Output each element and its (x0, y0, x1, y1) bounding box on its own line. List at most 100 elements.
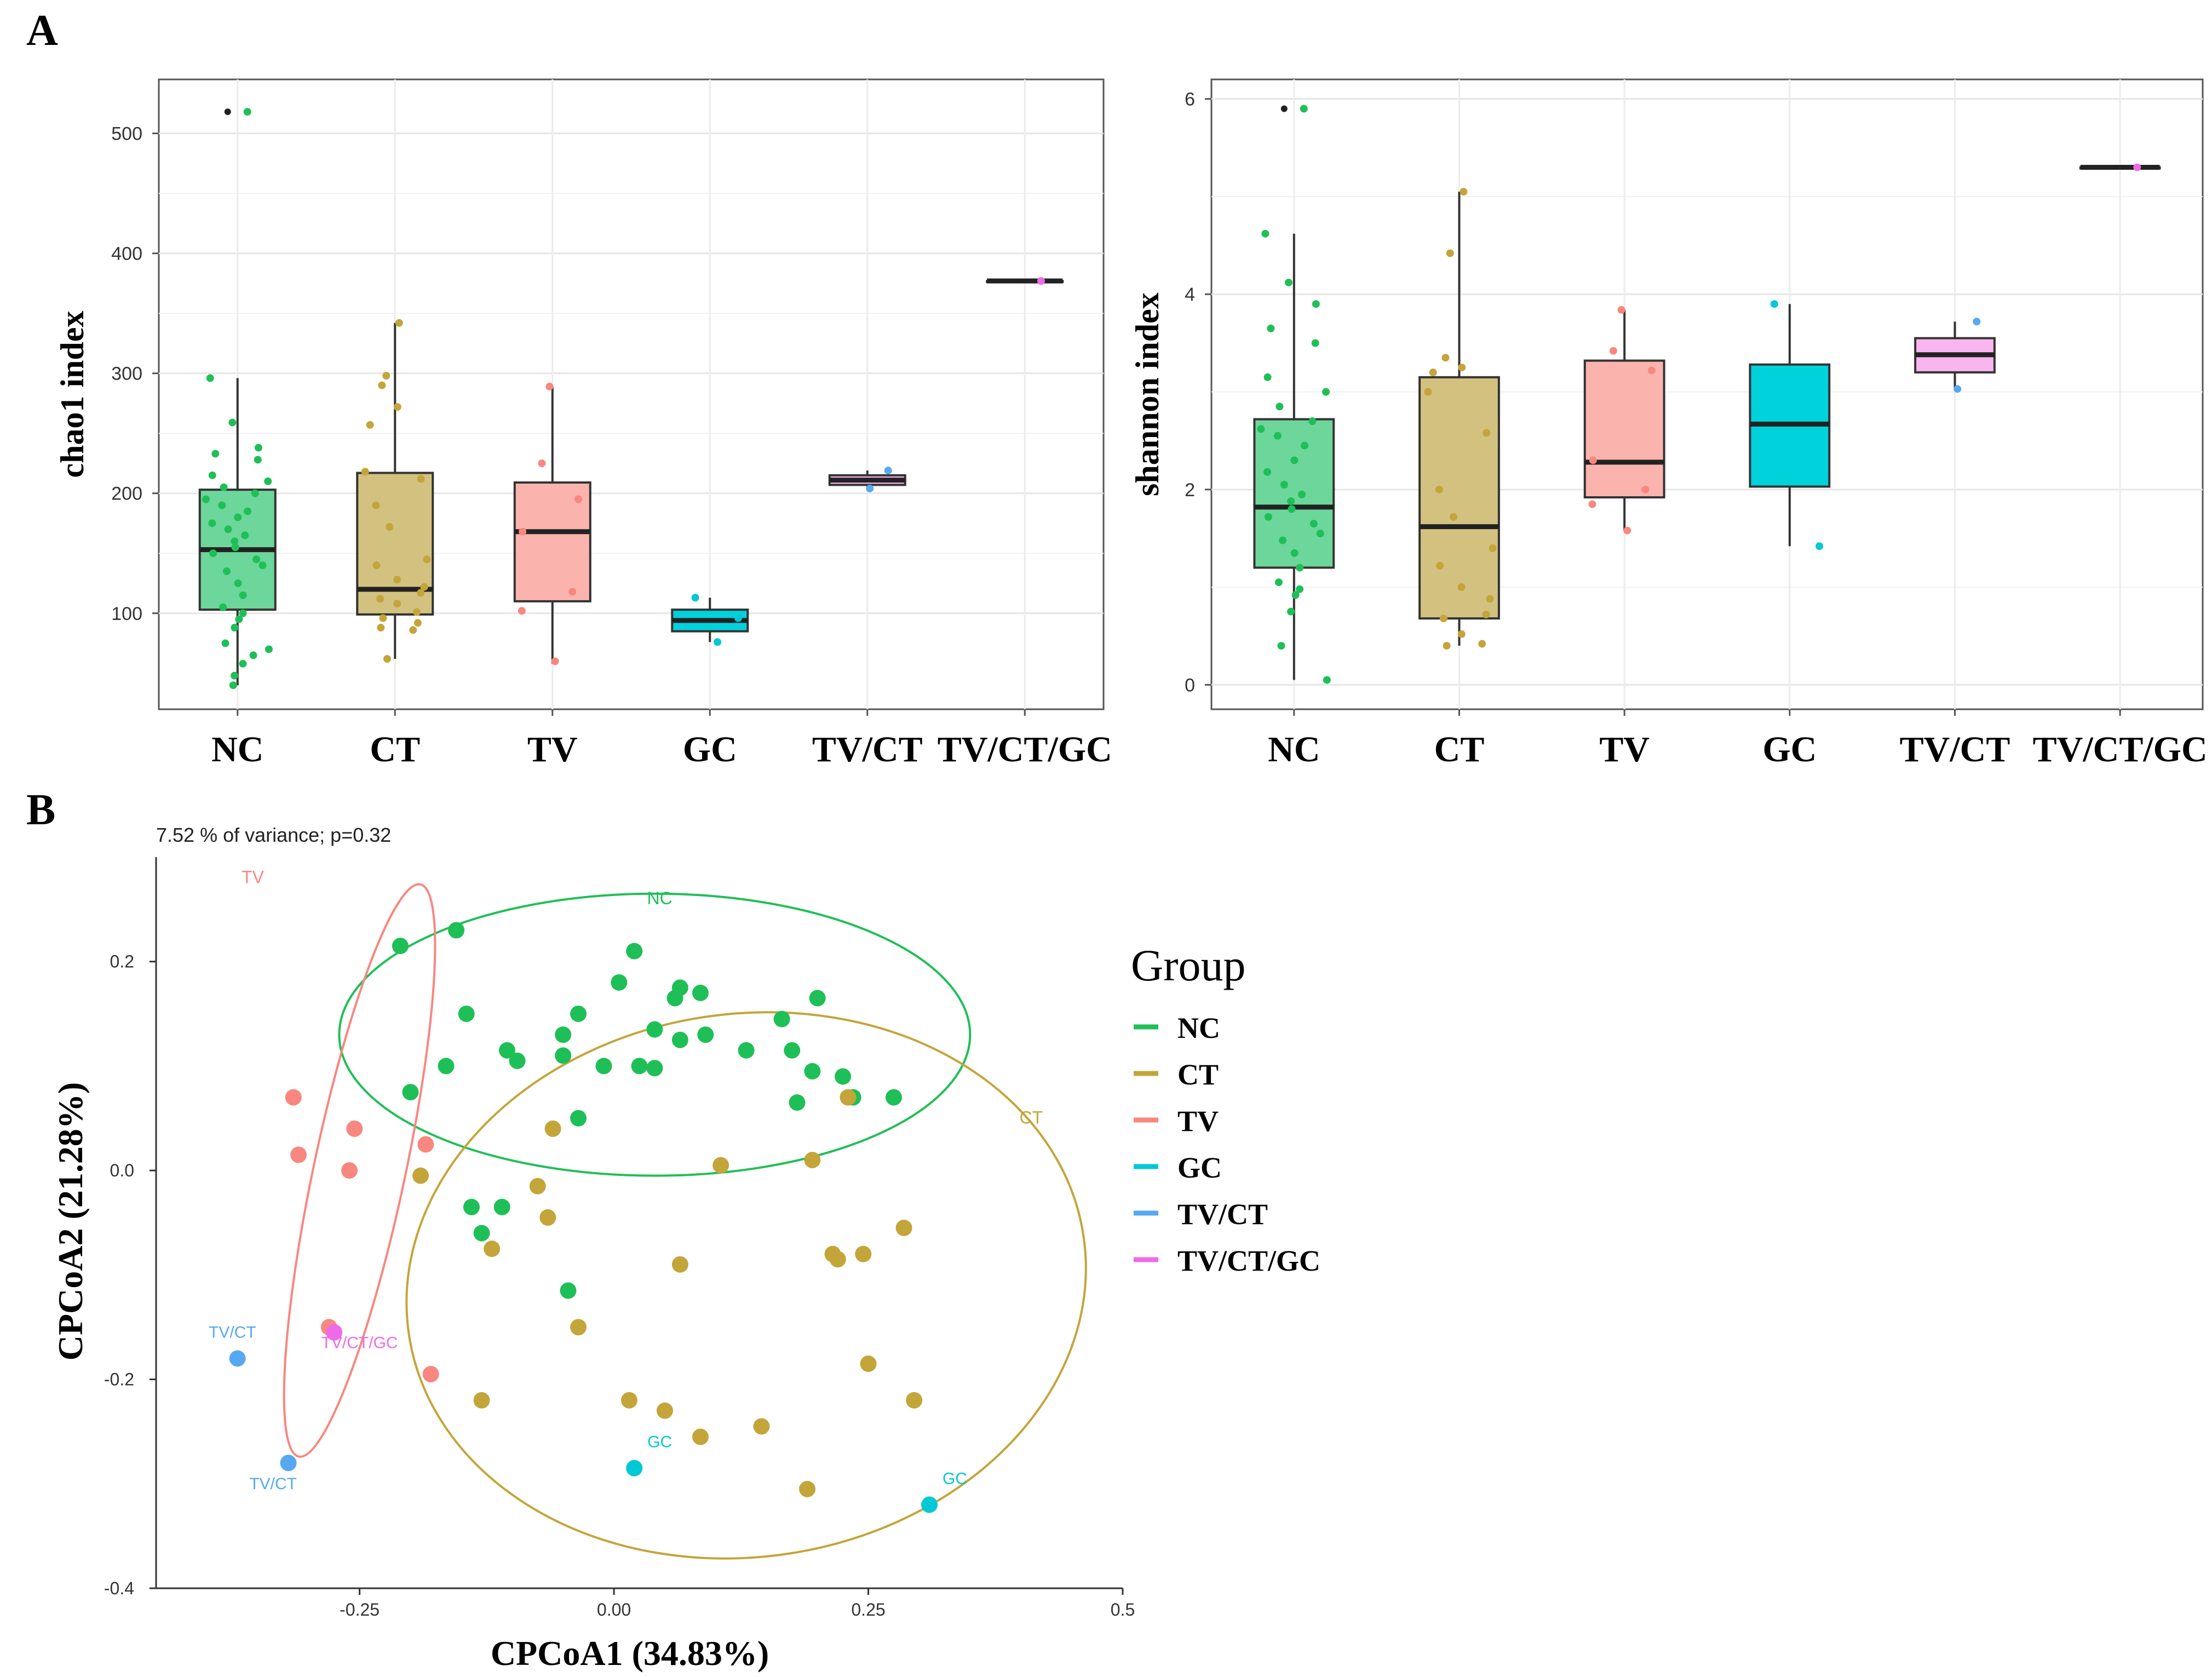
shannon-point-tv (1641, 485, 1650, 493)
chao1-nc-outlier (224, 108, 231, 116)
pcoa-point-nc (402, 1084, 419, 1101)
shannon-xtick-label-gc: GC (1762, 730, 1817, 769)
shannon-nc-outlier (1280, 105, 1288, 112)
pcoa-point-nc (789, 1094, 806, 1111)
shannon-ytick-label: 6 (1185, 89, 1195, 110)
pcoa-subtitle: 7.52 % of variance; p=0.32 (156, 824, 391, 846)
chao1-point-nc (249, 651, 257, 659)
pcoa-point-tv (346, 1120, 363, 1137)
chao1-point-nc (235, 615, 243, 623)
chao1-point-ct (372, 501, 380, 509)
pcoa-point-ct (412, 1167, 429, 1184)
chao1-point-ct (395, 319, 403, 327)
pcoa-point-ct (804, 1152, 821, 1169)
shannon-tv-box (1583, 359, 1665, 499)
chao1-point-ct (379, 614, 387, 622)
pcoa-point-tv-ct (280, 1455, 297, 1472)
pcoa-ticks: -0.25 0.00 0.25 0.5 -0.4 -0.2 0.0 0.2 (104, 952, 1135, 1619)
shannon-ytick-label: 2 (1185, 480, 1195, 501)
pcoa-xtick-label: -0.25 (340, 1600, 380, 1619)
pcoa-xtick-label: 0.5 (1111, 1600, 1135, 1619)
shannon-point-tv-ct (1954, 385, 1962, 393)
shannon-point-nc (1312, 300, 1320, 308)
pcoa-point-nc (809, 990, 826, 1007)
shannon-point-ct (1486, 595, 1494, 603)
chao1-point-tv-ct-gc (1037, 277, 1045, 285)
pcoa-point-ct (860, 1355, 877, 1372)
shannon-point-nc (1309, 520, 1318, 528)
shannon-point-nc (1280, 480, 1288, 489)
shannon-point-nc (1301, 441, 1309, 450)
shannon-point-nc (1298, 490, 1306, 498)
chao1-plot-panel (158, 78, 1105, 710)
pcoa-point-nc (493, 1198, 510, 1215)
chao1-point-nc (224, 525, 232, 533)
chao1-point-nc (206, 374, 214, 382)
pcoa-point-nc (646, 1021, 663, 1038)
chao1-point-nc (264, 477, 272, 485)
pcoa-y-axis-label: CPCoA2 (21.28%) (51, 1082, 90, 1360)
pcoa-point-ct (539, 1209, 556, 1226)
shannon-xtick-label-nc: NC (1268, 730, 1320, 769)
shannon-point-nc (1263, 373, 1272, 381)
pcoa-legend: Group NC CT TV GC TV/CT TV/CT/GC (1131, 940, 1320, 1277)
shannon-point-ct (1489, 544, 1497, 552)
pcoa-point-ct (855, 1245, 872, 1262)
chao1-xtick-label-tv-ct-gc: TV/CT/GC (938, 730, 1112, 769)
pcoa-point-ct (692, 1428, 709, 1445)
legend-label-tv: TV (1177, 1105, 1219, 1138)
chao1-point-nc (231, 537, 239, 545)
shannon-point-nc (1264, 513, 1272, 521)
pcoa-point-ct (529, 1178, 546, 1194)
chao1-ticks: 100 200 300 400 500 NC CT TV GC TV/CT TV/CT/GC (111, 124, 1112, 769)
pcoa-point-nc (570, 1110, 587, 1127)
shannon-point-ct (1457, 630, 1466, 638)
chao1-point-ct (376, 595, 384, 603)
shannon-boxplot: 0 2 4 6 NC CT TV GC TV/CT TV/CT/GC shannon index (1129, 78, 2208, 769)
shannon-point-tv (1588, 500, 1596, 508)
shannon-point-nc (1274, 578, 1283, 587)
shannon-point-nc (1257, 425, 1265, 433)
chao1-point-nc (265, 645, 273, 653)
shannon-point-tv-ct (1973, 318, 1981, 326)
chao1-point-ct (372, 561, 381, 570)
pcoa-point-ct (570, 1319, 587, 1336)
shannon-point-tv (1589, 456, 1597, 464)
shannon-point-tv-ct-gc (2133, 163, 2141, 171)
chao1-point-nc (239, 591, 247, 599)
pcoa-ytick-label: 0.2 (110, 952, 134, 972)
ellipse-label-tv: TV (242, 868, 265, 887)
pcoa-point-nc (646, 1060, 663, 1077)
pcoa-point-ct (895, 1220, 912, 1237)
chao1-point-tv-ct (884, 467, 892, 475)
chao1-point-nc (218, 501, 226, 509)
pcoa-point-nc (473, 1225, 490, 1242)
chao1-point-ct (382, 372, 390, 380)
chao1-xtick-label-nc: NC (211, 730, 263, 769)
shannon-point-nc (1261, 229, 1269, 238)
pcoa-point-nc (448, 922, 465, 939)
chao1-point-tv-ct (866, 484, 874, 492)
chao1-point-tv (518, 607, 526, 615)
pcoa-point-nc (560, 1282, 577, 1299)
shannon-xtick-label-tv-ct-gc: TV/CT/GC (2033, 730, 2208, 769)
pcoa-points (229, 922, 938, 1513)
chao1-point-nc (239, 609, 247, 617)
chao1-point-nc (243, 108, 251, 116)
legend-entries: NC CT TV GC TV/CT TV/CT/GC (1134, 1012, 1320, 1277)
pcoa-point-label-tv-ct: TV/CT (209, 1323, 256, 1341)
shannon-xtick-label-ct: CT (1434, 730, 1485, 769)
legend-title: Group (1131, 940, 1246, 990)
ellipse-label-nc: NC (647, 888, 673, 908)
chao1-point-nc (208, 519, 216, 527)
chao1-point-nc (221, 639, 229, 647)
chao1-ytick-label: 200 (111, 484, 142, 504)
shannon-point-nc (1322, 388, 1330, 396)
pcoa-xtick-label: 0.25 (851, 1600, 885, 1619)
pcoa-point-nc (631, 1058, 648, 1075)
shannon-point-ct (1460, 188, 1468, 196)
chao1-point-ct (383, 655, 391, 663)
shannon-plot-panel (1210, 78, 2204, 710)
chao1-point-ct (361, 468, 369, 476)
chao1-point-ct (393, 403, 401, 411)
